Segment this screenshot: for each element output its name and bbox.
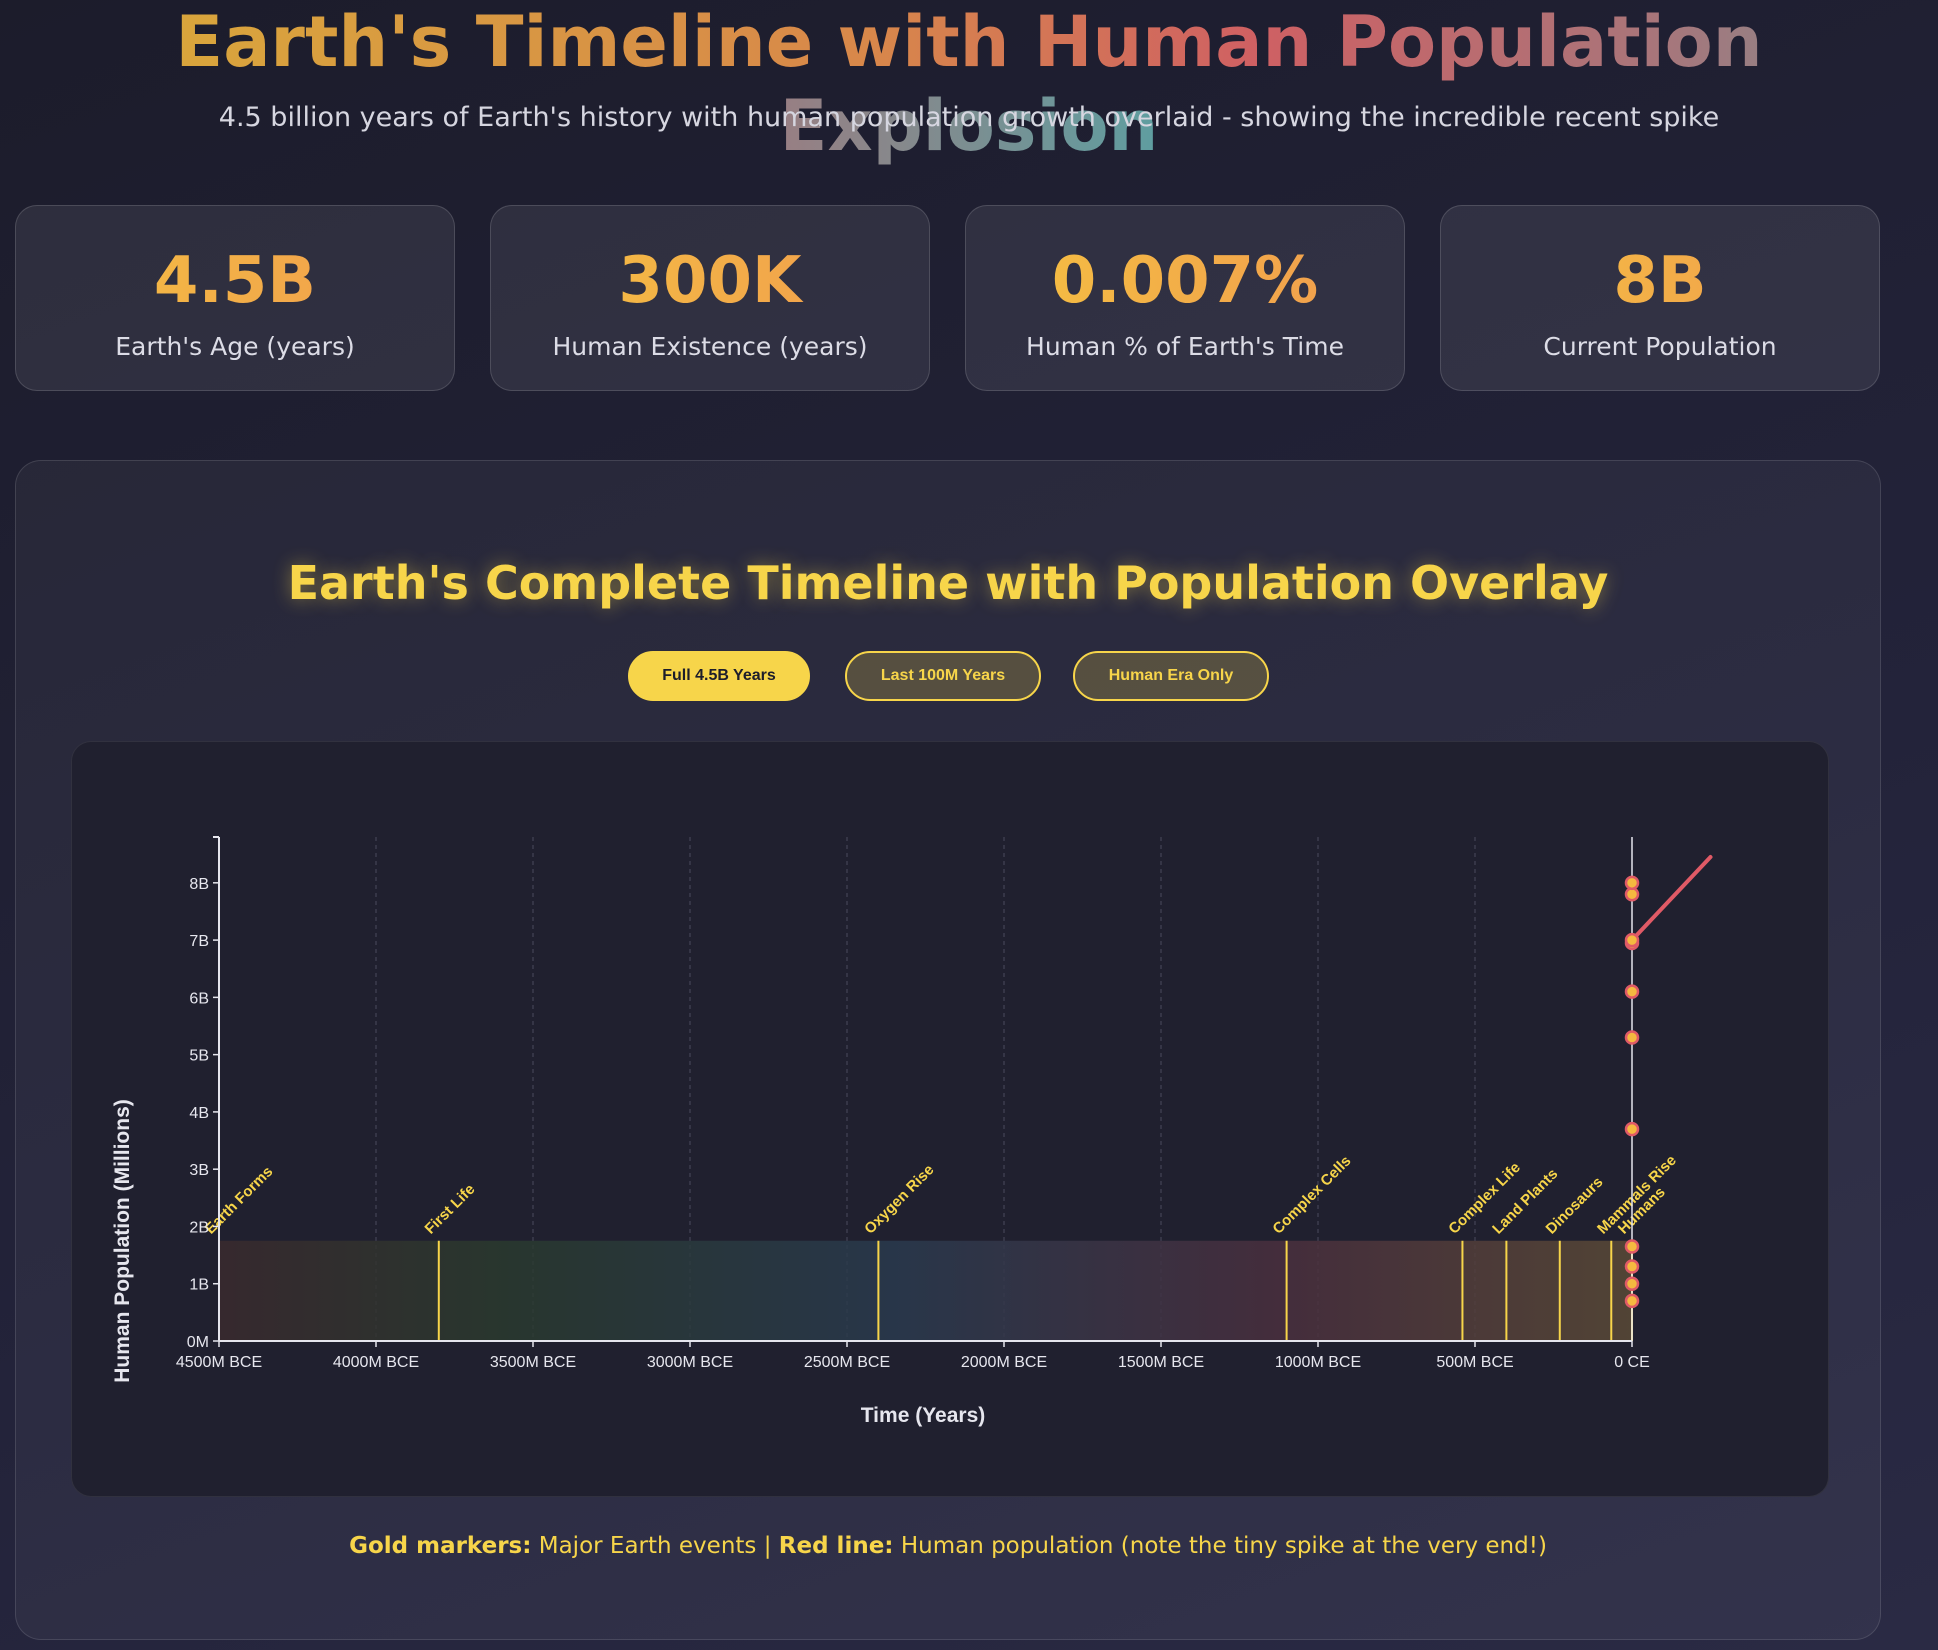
- page-subtitle: 4.5 billion years of Earth's history wit…: [218, 102, 1720, 133]
- event-label: First Life: [422, 1181, 479, 1238]
- x-tick-label: 1000M BCE: [1275, 1354, 1361, 1371]
- event-band: [219, 1240, 1632, 1341]
- population-series: [1624, 855, 1713, 1341]
- x-tick-label: 3500M BCE: [490, 1354, 576, 1371]
- event-label: Complex Cells: [1269, 1152, 1354, 1237]
- population-trend-line: [1630, 855, 1713, 943]
- stat-label: Human % of Earth's Time: [1026, 332, 1344, 361]
- stat-label: Earth's Age (years): [115, 332, 355, 361]
- event-label: Earth Forms: [202, 1163, 277, 1238]
- population-point: [1624, 932, 1640, 948]
- population-point: [1624, 887, 1640, 902]
- stat-card-human-percent: 0.007% Human % of Earth's Time: [965, 205, 1405, 391]
- y-tick-label: 1B: [189, 1277, 209, 1294]
- human-era-button[interactable]: Human Era Only: [1073, 651, 1269, 701]
- x-tick-label: 2500M BCE: [804, 1354, 890, 1371]
- x-tick-label: 3000M BCE: [647, 1354, 733, 1371]
- page-title: Earth's Timeline with Human Population E…: [175, 1, 1763, 167]
- population-point: [1624, 1239, 1640, 1254]
- red-legend-text: Human population (note the tiny spike at…: [893, 1533, 1547, 1559]
- gold-legend-label: Gold markers:: [349, 1533, 532, 1559]
- x-tick-label: 2000M BCE: [961, 1354, 1047, 1371]
- population-point: [1624, 1259, 1640, 1274]
- stat-card-human-existence: 300K Human Existence (years): [490, 205, 930, 391]
- x-axis-label: Time (Years): [861, 1404, 986, 1427]
- chart-panel: Earth's Complete Timeline with Populatio…: [15, 460, 1881, 1640]
- full-range-button[interactable]: Full 4.5B Years: [628, 651, 810, 701]
- y-tick-label: 0M: [187, 1334, 209, 1351]
- x-tick-label: 500M BCE: [1436, 1354, 1513, 1371]
- y-tick-label: 6B: [189, 990, 209, 1007]
- x-tick-label: 4000M BCE: [333, 1354, 419, 1371]
- y-tick-label: 5B: [189, 1048, 209, 1065]
- event-band-rect: [219, 1240, 1632, 1341]
- y-tick-label: 2B: [189, 1219, 209, 1236]
- x-tick-label: 1500M BCE: [1118, 1354, 1204, 1371]
- last-100m-button[interactable]: Last 100M Years: [845, 651, 1041, 701]
- stat-card-earth-age: 4.5B Earth's Age (years): [15, 205, 455, 391]
- chart-title: Earth's Complete Timeline with Populatio…: [287, 556, 1609, 610]
- population-point: [1624, 875, 1640, 891]
- y-tick-label: 3B: [189, 1162, 209, 1179]
- timeline-chart: Earth Forms First Life Oxygen Rise Complex …: [111, 836, 1713, 1427]
- stat-value: 300K: [491, 244, 929, 318]
- stat-value: 0.007%: [966, 244, 1404, 318]
- x-tick-label: 0 CE: [1614, 1354, 1650, 1371]
- stat-value: 4.5B: [16, 244, 454, 318]
- population-point: [1624, 1121, 1640, 1137]
- stat-card-current-population: 8B Current Population: [1440, 205, 1880, 391]
- y-axis-label: Human Population (Millions): [111, 1099, 134, 1382]
- x-tick-label: 4500M BCE: [176, 1354, 262, 1371]
- population-point: [1624, 1276, 1640, 1291]
- y-tick-label: 7B: [189, 933, 209, 950]
- population-point: [1624, 1293, 1640, 1309]
- stats-row: 4.5B Earth's Age (years) 300K Human Exis…: [15, 205, 1881, 393]
- y-tick-label: 4B: [189, 1105, 209, 1122]
- axes: 4500M BCE 4000M BCE 3500M BCE 3000M BCE 2500…: [176, 836, 1650, 1371]
- red-legend-label: Red line:: [778, 1533, 894, 1559]
- range-toggle-group: Full 4.5B Years Last 100M Years Human Er…: [16, 651, 1880, 703]
- y-tick-label: 8B: [189, 876, 209, 893]
- stat-label: Human Existence (years): [552, 332, 868, 361]
- gold-legend-text: Major Earth events |: [531, 1533, 779, 1559]
- stat-label: Current Population: [1543, 332, 1777, 361]
- chart-footnote: Gold markers: Major Earth events | Red l…: [16, 1533, 1880, 1559]
- population-point: [1624, 1030, 1640, 1045]
- population-point: [1624, 984, 1640, 999]
- stat-value: 8B: [1441, 244, 1879, 318]
- event-label: Oxygen Rise: [861, 1161, 937, 1237]
- chart-container: Earth Forms First Life Oxygen Rise Complex …: [71, 741, 1829, 1497]
